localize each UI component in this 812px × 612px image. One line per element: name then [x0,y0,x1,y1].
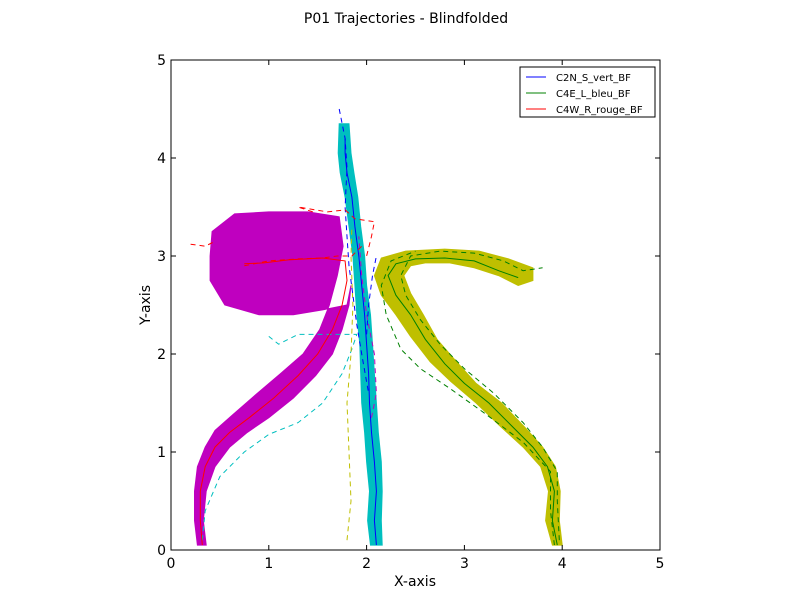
extra-dashed-line-1 [346,226,354,541]
legend-label-C4W_R_rouge_BF: C4W_R_rouge_BF [556,105,643,116]
plot-area [190,108,563,546]
x-axis-ticks: 0 1 2 3 4 5 [167,60,665,572]
chart-title: P01 Trajectories - Blindfolded [304,11,508,27]
mean-line-C4W_R_rouge_BF [199,257,348,546]
band-C2N_S_vert_BF [337,123,383,546]
y-tick-label: 0 [157,543,166,559]
extra-dashed-line-2 [358,236,377,418]
y-tick-label: 3 [157,249,166,265]
x-tick-label: 3 [460,556,469,572]
x-tick-label: 4 [558,556,567,572]
y-axis-label: Y-axis [138,285,154,326]
x-tick-label: 2 [362,556,371,572]
axes-frame [170,59,661,551]
y-tick-label: 1 [157,445,166,461]
x-tick-label: 0 [167,556,176,572]
y-tick-label: 4 [157,151,166,167]
dashed-C4W_R_rouge_BF-2 [297,206,375,257]
y-axis-ticks: 0 1 2 3 4 5 [157,53,660,559]
y-tick-label: 2 [157,347,166,363]
dashed-C4W_R_rouge_BF-1 [244,245,363,267]
dashed-C4E_L_bleu_BF-0 [400,250,560,541]
x-tick-label: 1 [264,556,273,572]
legend: C2N_S_vert_BF C4E_L_bleu_BF C4W_R_rouge_BF [519,66,656,118]
band-C4E_L_bleu_BF [373,248,563,546]
extra-dashed-line-0 [201,333,358,541]
x-axis-label: X-axis [394,574,436,590]
legend-label-C2N_S_vert_BF: C2N_S_vert_BF [556,73,631,84]
mean-line-C4E_L_bleu_BF [387,257,558,546]
mean-line-C2N_S_vert_BF [344,138,377,546]
x-tick-label: 5 [656,556,665,572]
dashed-C4W_R_rouge_BF-0 [190,240,216,247]
y-tick-label: 5 [157,53,166,69]
legend-label-C4E_L_bleu_BF: C4E_L_bleu_BF [556,89,631,100]
